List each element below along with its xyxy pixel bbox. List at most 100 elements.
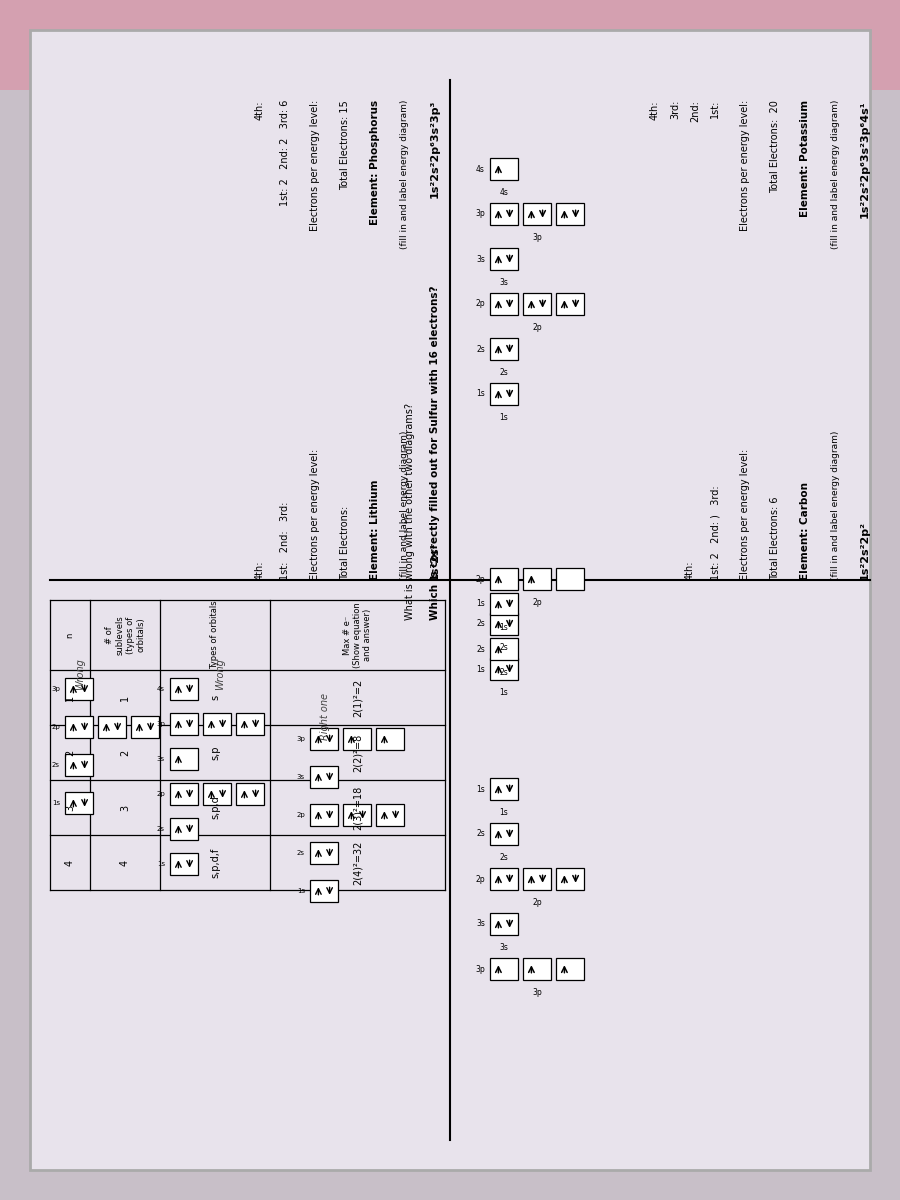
Text: Electrons per energy level:: Electrons per energy level: (310, 449, 320, 580)
Text: 4th:: 4th: (685, 560, 695, 580)
Bar (310, 766, 338, 788)
Text: 3p: 3p (296, 736, 305, 742)
Text: Element: Phosphorus: Element: Phosphorus (370, 100, 380, 226)
Text: 1s²2s²2p²: 1s²2s²2p² (860, 521, 870, 580)
Text: 2s: 2s (297, 850, 305, 856)
Text: 3s: 3s (500, 943, 508, 952)
Text: (fill in and label energy diagram): (fill in and label energy diagram) (400, 100, 409, 250)
Text: 1s: 1s (476, 785, 485, 793)
Text: 1s: 1s (476, 665, 485, 673)
Text: s: s (210, 695, 220, 700)
Text: 4s: 4s (500, 188, 508, 197)
Bar (556, 203, 584, 226)
Text: 2s: 2s (500, 368, 508, 377)
Text: 1s: 1s (500, 688, 508, 697)
Text: 3p: 3p (532, 988, 542, 997)
Bar (310, 880, 338, 902)
Text: 1s: 1s (476, 600, 485, 608)
Text: 4th:: 4th: (255, 100, 265, 120)
Text: 2p: 2p (532, 323, 542, 332)
Bar (310, 842, 338, 864)
Text: n: n (66, 632, 75, 637)
Text: 2(2)²=8: 2(2)²=8 (353, 733, 363, 772)
Text: 1: 1 (65, 695, 75, 701)
Text: 1s: 1s (157, 862, 165, 866)
Bar (98, 716, 126, 738)
Text: Element: Carbon: Element: Carbon (800, 482, 810, 580)
Bar (65, 678, 93, 700)
Text: 2(3)²=18: 2(3)²=18 (353, 785, 363, 829)
Text: (fill in and label energy diagram): (fill in and label energy diagram) (831, 431, 840, 580)
Text: 2s: 2s (157, 826, 165, 832)
Text: 3s: 3s (157, 756, 165, 762)
Text: Right one: Right one (320, 692, 330, 740)
Text: s,p,d: s,p,d (210, 796, 220, 820)
Text: (fill in and label energy diagram): (fill in and label energy diagram) (400, 431, 409, 580)
Bar (490, 823, 518, 845)
Bar (131, 716, 159, 738)
Text: 2(4)²=32: 2(4)²=32 (353, 840, 363, 884)
Bar (490, 958, 518, 980)
Text: 4th:: 4th: (255, 560, 265, 580)
Bar (490, 778, 518, 800)
Text: Total Electrons: 6: Total Electrons: 6 (770, 497, 780, 580)
Bar (236, 713, 264, 734)
Text: s,p: s,p (210, 745, 220, 760)
Bar (556, 293, 584, 314)
Bar (203, 782, 231, 805)
Bar (490, 868, 518, 890)
Text: 3: 3 (65, 804, 75, 810)
Text: 2s: 2s (500, 668, 508, 677)
Text: 2(1)²=2: 2(1)²=2 (353, 678, 363, 716)
Bar (523, 293, 551, 314)
Bar (490, 638, 518, 660)
Bar (490, 338, 518, 360)
Text: Electrons per energy level:: Electrons per energy level: (740, 449, 750, 580)
Text: 4: 4 (120, 859, 130, 865)
Text: 2p: 2p (157, 791, 165, 797)
Text: 1s²2s¹: 1s²2s¹ (430, 541, 440, 580)
Text: 1s: 1s (500, 808, 508, 817)
Text: 2p: 2p (51, 724, 60, 730)
Bar (490, 203, 518, 226)
Text: 2s: 2s (476, 344, 485, 354)
Text: 1s²2s²2p⁶3s²3p⁶4s¹: 1s²2s²2p⁶3s²3p⁶4s¹ (860, 100, 870, 217)
Text: Electrons per energy level:: Electrons per energy level: (740, 100, 750, 232)
Text: 3p: 3p (51, 686, 60, 692)
Bar (236, 782, 264, 805)
Text: 2: 2 (120, 749, 130, 756)
Bar (523, 203, 551, 226)
Bar (170, 678, 198, 700)
Text: 1st: 2   2nd: )   3rd:: 1st: 2 2nd: ) 3rd: (710, 485, 720, 580)
Text: 1st:: 1st: (710, 100, 720, 119)
Text: 2p: 2p (475, 875, 485, 883)
Bar (0, 0, 900, 90)
Text: Wrong: Wrong (215, 658, 225, 690)
Text: (fill in and label energy diagram): (fill in and label energy diagram) (831, 100, 840, 250)
Text: 4: 4 (65, 859, 75, 865)
Text: 1s: 1s (500, 623, 508, 632)
Bar (65, 792, 93, 814)
Text: 1st: 2   2nd: 2   3rd: 6: 1st: 2 2nd: 2 3rd: 6 (280, 100, 290, 206)
Bar (523, 958, 551, 980)
Bar (343, 804, 371, 826)
Text: 3: 3 (120, 804, 130, 810)
Bar (523, 568, 551, 590)
Text: What is wrong with the other two diagrams?: What is wrong with the other two diagram… (405, 403, 415, 620)
Text: 2s: 2s (476, 829, 485, 839)
Text: 2p: 2p (475, 575, 485, 583)
Bar (490, 383, 518, 404)
Bar (490, 613, 518, 635)
Bar (65, 716, 93, 738)
Text: 3p: 3p (475, 965, 485, 973)
Text: 1: 1 (120, 695, 130, 701)
Text: 2: 2 (65, 749, 75, 756)
Text: # of
sublevels
(types of
orbitals): # of sublevels (types of orbitals) (105, 616, 145, 655)
Text: 1s²2s²2p⁶3s²3p³: 1s²2s²2p⁶3s²3p³ (430, 100, 440, 198)
Text: 3s: 3s (476, 919, 485, 929)
Text: 3rd:: 3rd: (670, 100, 680, 119)
Text: Which is correctly filled out for Sulfur with 16 electrons?: Which is correctly filled out for Sulfur… (430, 286, 440, 620)
Text: 2p: 2p (532, 898, 542, 907)
Text: Element: Potassium: Element: Potassium (800, 100, 810, 217)
Text: Electrons per energy level:: Electrons per energy level: (310, 100, 320, 232)
